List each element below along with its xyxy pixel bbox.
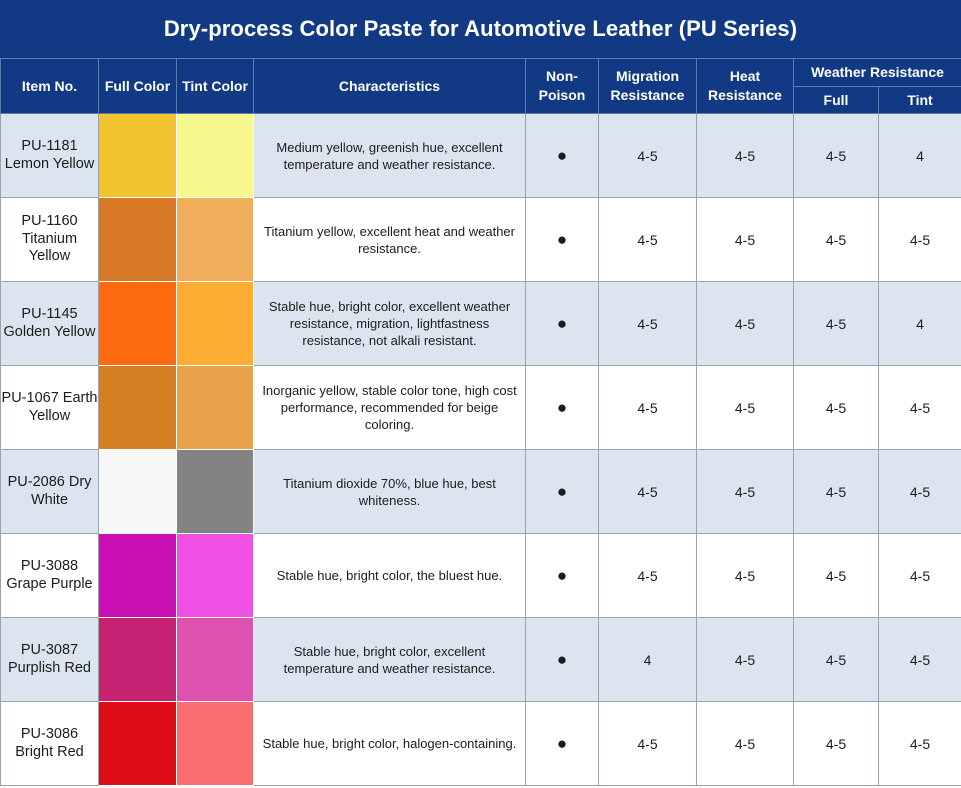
item-cell: PU-3086 Bright Red xyxy=(0,701,99,786)
header-tint-color: Tint Color xyxy=(176,58,254,114)
heat-cell: 4-5 xyxy=(696,701,794,786)
tint-color-swatch xyxy=(176,449,254,534)
header-weather-full: Full xyxy=(793,86,879,114)
header-migration-resistance: Migration Resistance xyxy=(598,58,697,114)
characteristics-cell: Titanium dioxide 70%, blue hue, best whi… xyxy=(253,449,526,534)
characteristics-cell: Stable hue, bright color, halogen-contai… xyxy=(253,701,526,786)
weather-tint-cell: 4-5 xyxy=(878,617,961,702)
weather-full-cell: 4-5 xyxy=(793,365,879,450)
weather-tint-cell: 4-5 xyxy=(878,533,961,618)
non-poison-dot-icon: ● xyxy=(525,617,599,702)
full-color-swatch xyxy=(98,365,177,450)
table-row: PU-1067 Earth Yellow Inorganic yellow, s… xyxy=(0,365,961,450)
migration-cell: 4-5 xyxy=(598,365,697,450)
weather-tint-cell: 4-5 xyxy=(878,701,961,786)
header-weather-tint: Tint xyxy=(878,86,961,114)
table-row: PU-3088 Grape Purple Stable hue, bright … xyxy=(0,533,961,618)
item-cell: PU-2086 Dry White xyxy=(0,449,99,534)
weather-full-cell: 4-5 xyxy=(793,449,879,534)
weather-full-cell: 4-5 xyxy=(793,533,879,618)
table-row: PU-3086 Bright Red Stable hue, bright co… xyxy=(0,701,961,786)
full-color-swatch xyxy=(98,701,177,786)
characteristics-cell: Stable hue, bright color, excellent weat… xyxy=(253,281,526,366)
heat-cell: 4-5 xyxy=(696,365,794,450)
weather-tint-cell: 4 xyxy=(878,281,961,366)
weather-tint-cell: 4-5 xyxy=(878,197,961,282)
color-paste-table: Item No. Full Color Tint Color Character… xyxy=(0,58,961,786)
migration-cell: 4-5 xyxy=(598,281,697,366)
heat-cell: 4-5 xyxy=(696,113,794,198)
full-color-swatch xyxy=(98,449,177,534)
migration-cell: 4-5 xyxy=(598,197,697,282)
weather-full-cell: 4-5 xyxy=(793,197,879,282)
header-weather-resistance: Weather Resistance xyxy=(793,58,961,87)
tint-color-swatch xyxy=(176,701,254,786)
header-item-no: Item No. xyxy=(0,58,99,114)
item-cell: PU-1145 Golden Yellow xyxy=(0,281,99,366)
non-poison-dot-icon: ● xyxy=(525,533,599,618)
full-color-swatch xyxy=(98,197,177,282)
characteristics-cell: Inorganic yellow, stable color tone, hig… xyxy=(253,365,526,450)
full-color-swatch xyxy=(98,281,177,366)
heat-cell: 4-5 xyxy=(696,449,794,534)
non-poison-dot-icon: ● xyxy=(525,365,599,450)
heat-cell: 4-5 xyxy=(696,533,794,618)
item-cell: PU-1160 Titanium Yellow xyxy=(0,197,99,282)
heat-cell: 4-5 xyxy=(696,281,794,366)
weather-full-cell: 4-5 xyxy=(793,701,879,786)
non-poison-dot-icon: ● xyxy=(525,701,599,786)
full-color-swatch xyxy=(98,533,177,618)
full-color-swatch xyxy=(98,617,177,702)
characteristics-cell: Stable hue, bright color, excellent temp… xyxy=(253,617,526,702)
non-poison-dot-icon: ● xyxy=(525,281,599,366)
migration-cell: 4-5 xyxy=(598,701,697,786)
tint-color-swatch xyxy=(176,197,254,282)
header-heat-resistance: Heat Resistance xyxy=(696,58,794,114)
heat-cell: 4-5 xyxy=(696,617,794,702)
table-title: Dry-process Color Paste for Automotive L… xyxy=(0,0,961,58)
weather-tint-cell: 4 xyxy=(878,113,961,198)
item-cell: PU-1067 Earth Yellow xyxy=(0,365,99,450)
table-row: PU-1145 Golden Yellow Stable hue, bright… xyxy=(0,281,961,366)
weather-full-cell: 4-5 xyxy=(793,281,879,366)
migration-cell: 4-5 xyxy=(598,113,697,198)
full-color-swatch xyxy=(98,113,177,198)
characteristics-cell: Stable hue, bright color, the bluest hue… xyxy=(253,533,526,618)
tint-color-swatch xyxy=(176,113,254,198)
non-poison-dot-icon: ● xyxy=(525,197,599,282)
migration-cell: 4-5 xyxy=(598,449,697,534)
characteristics-cell: Titanium yellow, excellent heat and weat… xyxy=(253,197,526,282)
item-cell: PU-1181 Lemon Yellow xyxy=(0,113,99,198)
migration-cell: 4 xyxy=(598,617,697,702)
characteristics-cell: Medium yellow, greenish hue, excellent t… xyxy=(253,113,526,198)
weather-tint-cell: 4-5 xyxy=(878,449,961,534)
weather-full-cell: 4-5 xyxy=(793,113,879,198)
header-characteristics: Characteristics xyxy=(253,58,526,114)
table-row: PU-1160 Titanium Yellow Titanium yellow,… xyxy=(0,197,961,282)
table-row: PU-1181 Lemon Yellow Medium yellow, gree… xyxy=(0,113,961,198)
header-non-poison: Non-Poison xyxy=(525,58,599,114)
item-cell: PU-3087 Purplish Red xyxy=(0,617,99,702)
non-poison-dot-icon: ● xyxy=(525,113,599,198)
migration-cell: 4-5 xyxy=(598,533,697,618)
tint-color-swatch xyxy=(176,281,254,366)
weather-full-cell: 4-5 xyxy=(793,617,879,702)
table-row: PU-2086 Dry White Titanium dioxide 70%, … xyxy=(0,449,961,534)
tint-color-swatch xyxy=(176,533,254,618)
item-cell: PU-3088 Grape Purple xyxy=(0,533,99,618)
heat-cell: 4-5 xyxy=(696,197,794,282)
tint-color-swatch xyxy=(176,617,254,702)
table-row: PU-3087 Purplish Red Stable hue, bright … xyxy=(0,617,961,702)
header-full-color: Full Color xyxy=(98,58,177,114)
tint-color-swatch xyxy=(176,365,254,450)
non-poison-dot-icon: ● xyxy=(525,449,599,534)
weather-tint-cell: 4-5 xyxy=(878,365,961,450)
